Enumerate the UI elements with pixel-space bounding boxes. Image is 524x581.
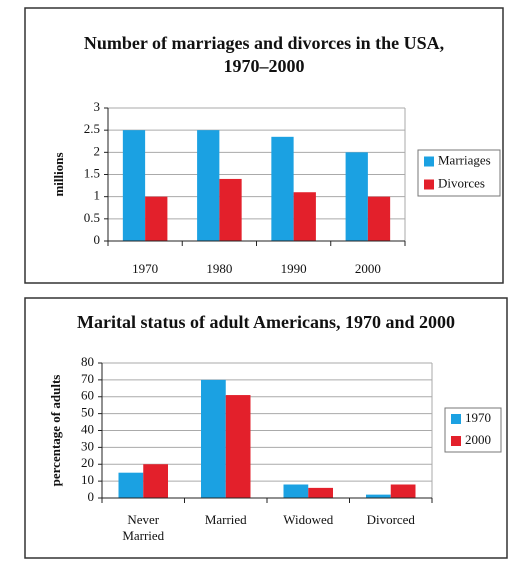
bar	[197, 130, 220, 241]
x-tick-label: Married	[204, 512, 247, 527]
y-tick-label: 1	[94, 188, 101, 203]
chart-title: Number of marriages and divorces in the …	[83, 33, 445, 76]
legend-label: 1970	[465, 410, 491, 425]
bar	[293, 192, 316, 241]
chart-title: Marital status of adult Americans, 1970 …	[77, 312, 455, 332]
y-axis-label: percentage of adults	[48, 375, 63, 487]
bar	[118, 472, 144, 498]
y-tick-label: 80	[81, 354, 94, 369]
y-tick-label: 3	[94, 99, 101, 114]
x-tick-label: 1980	[206, 261, 233, 276]
bar	[122, 130, 146, 241]
x-tick-label: 2000	[354, 261, 381, 276]
legend-swatch	[424, 179, 434, 190]
y-tick-label: 0	[88, 489, 95, 504]
x-tick-label: Widowed	[283, 512, 334, 527]
y-tick-label: 50	[81, 405, 94, 420]
legend-label: Divorces	[438, 175, 485, 190]
bar	[366, 494, 391, 498]
legend-swatch	[451, 414, 461, 424]
x-tick-label: Divorced	[366, 512, 415, 527]
y-tick-label: 40	[81, 421, 94, 436]
y-tick-label: 2	[94, 143, 101, 158]
bar	[367, 196, 391, 241]
legend-swatch	[424, 156, 434, 167]
y-axis-label: millions	[51, 152, 66, 196]
y-tick-label: 30	[81, 438, 94, 453]
bar	[145, 196, 168, 241]
y-tick-label: 10	[81, 472, 94, 487]
bar	[390, 484, 416, 498]
chart-frame	[24, 7, 504, 284]
y-tick-label: 60	[81, 388, 94, 403]
chart-frame	[24, 297, 508, 559]
y-tick-label: 2.5	[84, 121, 100, 136]
bar	[143, 464, 168, 498]
y-tick-label: 20	[81, 455, 94, 470]
bar	[283, 484, 309, 498]
x-tick-label: 1990	[280, 261, 307, 276]
x-tick-label: 1970	[132, 261, 159, 276]
y-tick-label: 1.5	[84, 165, 100, 180]
x-tick-label: Never Married	[122, 512, 165, 543]
y-tick-label: 0	[94, 232, 101, 247]
y-tick-label: 70	[81, 371, 94, 386]
bar	[219, 178, 242, 241]
legend-label: 2000	[465, 432, 491, 447]
legend-label: Marriages	[438, 152, 491, 167]
legend-swatch	[451, 436, 461, 446]
bar	[308, 487, 333, 498]
bar	[345, 152, 368, 241]
y-tick-label: 0.5	[84, 210, 100, 225]
bar	[271, 136, 294, 241]
bar	[225, 395, 251, 498]
bar	[201, 379, 226, 498]
